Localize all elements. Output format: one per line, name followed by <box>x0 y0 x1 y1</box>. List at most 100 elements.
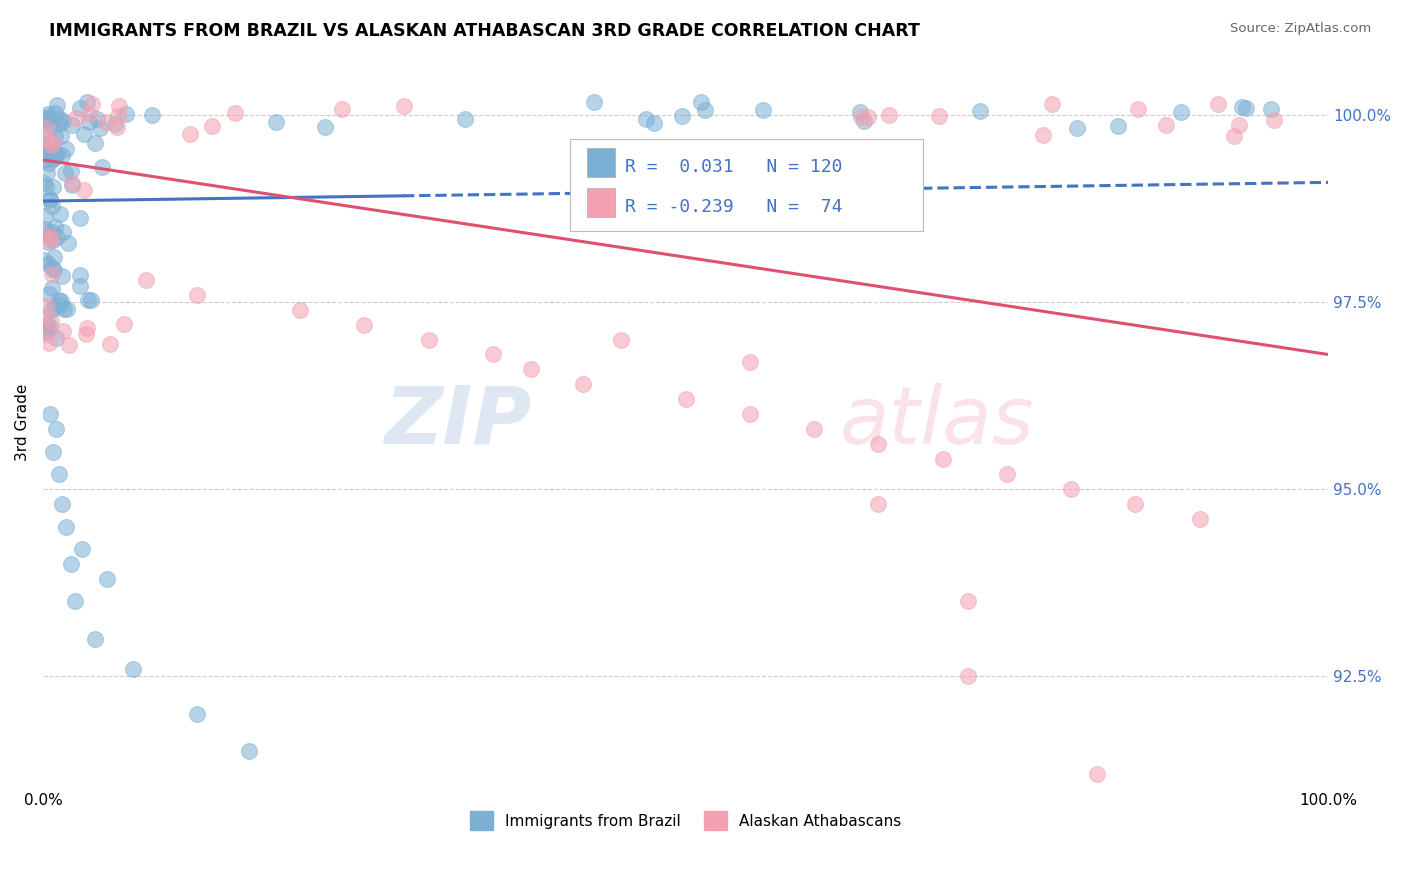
Point <box>89 120 111 135</box>
Point <box>65 594 87 608</box>
Point <box>1066 121 1088 136</box>
Point <box>34 153 56 167</box>
Point <box>41 134 63 148</box>
Point <box>1260 102 1282 116</box>
Point <box>44 129 66 144</box>
Point <box>45 331 67 345</box>
Point <box>238 744 260 758</box>
Point <box>1060 482 1083 496</box>
Point <box>34 311 56 326</box>
Point <box>35 179 58 194</box>
Point <box>37 235 59 249</box>
Point <box>332 102 354 116</box>
Point <box>53 301 76 316</box>
Point <box>868 437 890 451</box>
Point <box>141 108 163 122</box>
Point <box>52 114 75 128</box>
Point <box>39 228 62 243</box>
Point <box>60 163 83 178</box>
Point <box>38 286 60 301</box>
Point <box>1125 497 1147 511</box>
Point <box>98 337 121 351</box>
Point <box>115 107 138 121</box>
Point <box>851 110 873 124</box>
Point <box>41 302 63 317</box>
Point <box>738 408 761 422</box>
Point <box>690 95 713 109</box>
Point <box>48 293 70 308</box>
Point <box>41 260 63 275</box>
Text: Source: ZipAtlas.com: Source: ZipAtlas.com <box>1230 22 1371 36</box>
Point <box>1223 129 1246 144</box>
Text: ZIP: ZIP <box>384 383 531 461</box>
Point <box>995 467 1018 482</box>
Point <box>44 219 66 234</box>
Point <box>96 572 118 586</box>
Point <box>46 98 69 112</box>
Point <box>636 112 658 126</box>
Point <box>752 103 775 117</box>
Point <box>83 632 105 646</box>
Point <box>38 319 60 334</box>
Point <box>48 467 70 482</box>
Point <box>60 118 83 132</box>
Point <box>38 156 60 170</box>
Point <box>179 127 201 141</box>
Point <box>52 225 75 239</box>
Point <box>35 226 58 240</box>
Point <box>58 236 80 251</box>
Point <box>957 669 980 683</box>
Point <box>38 118 60 132</box>
Point <box>42 444 65 458</box>
Point <box>77 107 100 121</box>
Point <box>105 120 128 134</box>
Point <box>48 117 70 131</box>
Text: R = -0.239   N =  74: R = -0.239 N = 74 <box>626 198 842 216</box>
Point <box>39 314 62 328</box>
Point <box>34 112 56 127</box>
Point <box>82 97 104 112</box>
Point <box>224 106 246 120</box>
Point <box>314 120 336 134</box>
Point <box>1040 97 1063 112</box>
Point <box>51 268 73 283</box>
Point <box>77 293 100 308</box>
Point <box>41 199 63 213</box>
Point <box>266 114 288 128</box>
Point <box>1107 119 1129 133</box>
Point <box>39 233 62 247</box>
Point <box>643 116 665 130</box>
Point <box>46 146 69 161</box>
Point <box>52 324 75 338</box>
Point <box>60 178 83 193</box>
Point <box>38 335 60 350</box>
Point <box>1206 97 1229 112</box>
Point <box>49 294 72 309</box>
Point <box>803 422 825 436</box>
Point <box>96 114 118 128</box>
Point <box>201 119 224 133</box>
Point <box>79 114 101 128</box>
Point <box>32 113 55 128</box>
Point <box>51 497 73 511</box>
Point <box>520 362 543 376</box>
Point <box>41 225 63 239</box>
Point <box>849 104 872 119</box>
Point <box>41 267 63 281</box>
Point <box>65 112 87 126</box>
Point <box>53 166 76 180</box>
Point <box>1085 766 1108 780</box>
Point <box>34 325 56 339</box>
Point <box>76 321 98 335</box>
Point <box>392 99 415 113</box>
Point <box>112 317 135 331</box>
Bar <box>586 188 614 218</box>
Point <box>1263 113 1285 128</box>
Point <box>39 144 62 158</box>
Point <box>290 302 312 317</box>
Y-axis label: 3rd Grade: 3rd Grade <box>15 384 30 460</box>
Point <box>1227 118 1250 132</box>
Point <box>42 179 65 194</box>
Point <box>35 299 58 313</box>
Point <box>34 228 56 243</box>
